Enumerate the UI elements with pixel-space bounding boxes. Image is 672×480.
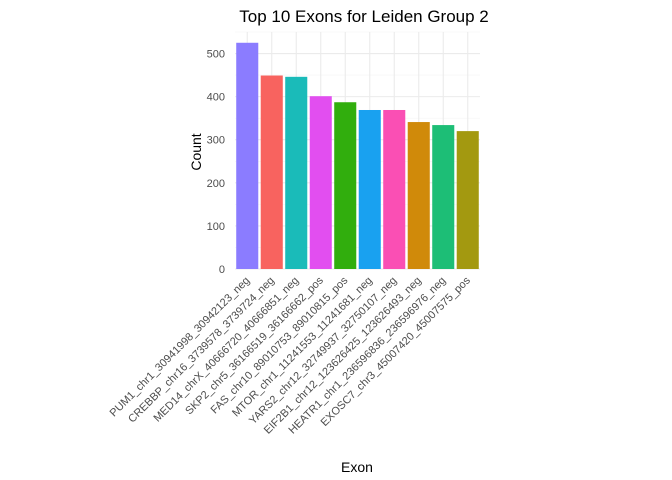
bar <box>260 75 283 269</box>
y-tick-label: 200 <box>207 178 225 190</box>
y-tick-label: 300 <box>207 135 225 147</box>
chart-title: Top 10 Exons for Leiden Group 2 <box>239 7 489 26</box>
y-axis-title: Count <box>188 133 204 170</box>
bar <box>456 131 479 269</box>
y-axis-ticks: 0 100 200 300 400 500 <box>207 49 225 276</box>
bar <box>236 42 259 269</box>
bar <box>383 109 406 270</box>
bar <box>432 125 455 270</box>
x-axis-ticks: PUM1_chr1_30941998_30942123_negCREBBP_ch… <box>108 274 474 436</box>
bars <box>236 42 479 270</box>
bar <box>358 109 381 270</box>
y-tick-label: 400 <box>207 92 225 104</box>
y-tick-label: 0 <box>219 264 225 276</box>
bar <box>285 76 308 269</box>
y-tick-label: 500 <box>207 49 225 61</box>
x-axis-title: Exon <box>341 459 373 475</box>
y-tick-label: 100 <box>207 221 225 233</box>
bar <box>334 102 357 269</box>
bar <box>309 96 332 270</box>
bar <box>407 122 430 269</box>
